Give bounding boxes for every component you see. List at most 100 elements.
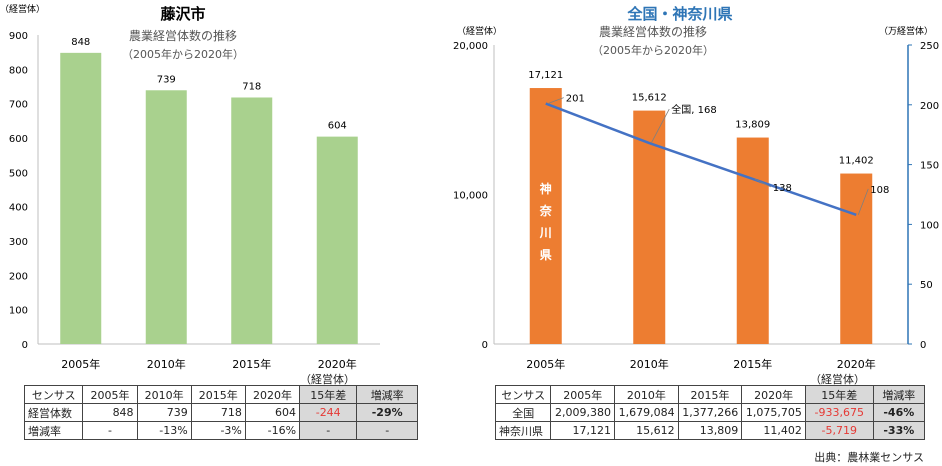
y2-tick-label: 0 — [920, 340, 926, 351]
table-cell: 増減率 — [356, 385, 418, 404]
y-tick-label: 500 — [9, 168, 28, 179]
y-tick-label: 900 — [9, 31, 28, 42]
y-tick-label: 400 — [9, 203, 28, 214]
table-cell: 739 — [136, 403, 192, 422]
y-tick-label: 200 — [9, 271, 28, 282]
table-cell: 604 — [244, 403, 301, 422]
table-cell: 2015年 — [677, 385, 743, 404]
chart-right-axes: 0 10,000 20,000 0 50 100 150 200 250 — [453, 41, 939, 351]
x-tick-label: 2010年 — [147, 357, 186, 371]
chart-right-subtitle: 農業経営体数の推移 — [599, 24, 707, 39]
x-tick-label: 2005年 — [526, 357, 565, 371]
line-data-label: 全国, 168 — [671, 103, 716, 116]
bar-inner-label: 奈 — [539, 203, 553, 218]
bar — [529, 88, 562, 345]
bar — [840, 173, 873, 344]
bar — [231, 97, 273, 344]
chart-left-bars: 848 2005年 739 2010年 718 2015年 604 2020年 — [60, 37, 358, 371]
chart-fujisawa: 藤沢市 農業経営体数の推移 （2005年から2020年） （経営体） 0 100 2… — [0, 3, 380, 371]
leader-line — [857, 188, 869, 215]
table-cell: -46% — [872, 403, 926, 422]
table-row: 全国 2,009,380 1,679,084 1,377,266 1,075,7… — [494, 403, 926, 422]
x-tick-label: 2020年 — [318, 357, 357, 371]
y-tick-label: 0 — [22, 340, 28, 351]
y2-tick-label: 150 — [920, 161, 939, 172]
data-label: 604 — [328, 121, 347, 132]
table-cell: 1,075,705 — [741, 403, 806, 422]
leader-line — [650, 108, 670, 144]
table-cell: -16% — [244, 421, 301, 440]
bar-inner-label: 川 — [539, 226, 552, 240]
table-cell: 15,612 — [614, 421, 679, 440]
bar-inner-label: 県 — [540, 248, 552, 262]
table-cell: 2010年 — [614, 385, 679, 404]
chart-left-subtitle2: （2005年から2020年） — [122, 47, 244, 61]
line-data-label: 108 — [870, 185, 889, 196]
table-cell: - — [82, 421, 138, 440]
table-cell: -5,719 — [804, 421, 874, 440]
chart-right-line: 201 全国, 168 138 108 — [545, 94, 889, 217]
chart-national-kanagawa: 全国・神奈川県 農業経営体数の推移 （2005年から2020年） （経営体） （… — [453, 5, 939, 371]
chart-right-bars: 17,121 2005年 15,612 2010年 13,809 2015年 11,402 2… — [526, 70, 876, 371]
leader-line — [547, 97, 564, 104]
table-cell: 13,809 — [677, 421, 743, 440]
x-tick-label: 2015年 — [232, 357, 271, 371]
y-tick-label: 20,000 — [453, 41, 488, 52]
chart-right-ylabel: （経営体） — [457, 25, 502, 37]
table-cell: 全国 — [494, 403, 552, 422]
bar — [633, 110, 666, 344]
bar-inner-label: 神 — [540, 181, 552, 196]
y2-tick-label: 50 — [920, 280, 933, 291]
table-row: 経営体数 848 739 718 604 -244 -29% — [23, 403, 418, 422]
y-tick-label: 600 — [9, 134, 28, 145]
table-cell: 2015年 — [190, 385, 246, 404]
table-cell: 神奈川県 — [494, 421, 552, 440]
table-cell: 15年差 — [804, 385, 874, 404]
data-label: 848 — [71, 37, 90, 48]
table-cell: -29% — [356, 403, 418, 422]
table-row: 神奈川県 17,121 15,612 13,809 11,402 -5,719 … — [494, 421, 926, 440]
table-cell: センサス — [494, 385, 552, 404]
bar — [145, 90, 187, 344]
table-fujisawa: センサス 2005年 2010年 2015年 2020年 15年差 増減率 経営… — [23, 385, 418, 440]
table-cell: -933,675 — [804, 403, 874, 422]
data-label: 11,402 — [839, 156, 874, 167]
line-data-label: 201 — [566, 94, 585, 105]
x-tick-label: 2010年 — [630, 357, 669, 371]
table-cell: 経営体数 — [23, 403, 84, 422]
y-tick-label: 10,000 — [453, 191, 488, 202]
data-label: 718 — [242, 81, 261, 92]
table-cell: 1,679,084 — [614, 403, 679, 422]
table-cell: 15年差 — [299, 385, 358, 404]
table-right-unit: （経営体） — [810, 373, 865, 386]
table-national-kanagawa: センサス 2005年 2010年 2015年 2020年 15年差 増減率 全国… — [494, 385, 926, 440]
data-label: 17,121 — [528, 70, 563, 81]
table-cell: -3% — [190, 421, 246, 440]
chart-right-subtitle2: （2005年から2020年） — [592, 43, 714, 57]
bar — [60, 52, 102, 344]
data-label: 15,612 — [632, 93, 667, 104]
chart-left-ylabel: （経営体） — [0, 3, 45, 15]
data-label: 13,809 — [735, 120, 770, 131]
table-cell: 2020年 — [244, 385, 301, 404]
bar — [736, 137, 769, 344]
table-right-header: センサス 2005年 2010年 2015年 2020年 15年差 増減率 — [494, 385, 926, 404]
table-cell: 増減率 — [23, 421, 84, 440]
table-left-unit: （経営体） — [300, 373, 355, 386]
y2-tick-label: 250 — [920, 41, 939, 52]
table-row: 増減率 - -13% -3% -16% - - — [23, 421, 418, 440]
table-cell: -33% — [872, 421, 926, 440]
y-tick-label: 800 — [9, 65, 28, 76]
table-cell: 1,377,266 — [677, 403, 743, 422]
table-cell: - — [356, 421, 418, 440]
table-cell: センサス — [23, 385, 84, 404]
table-cell: 17,121 — [550, 421, 616, 440]
series-line — [545, 102, 857, 217]
data-label: 739 — [157, 74, 176, 85]
chart-left-subtitle: 農業経営体数の推移 — [129, 28, 237, 43]
y-tick-label: 0 — [482, 340, 488, 351]
table-cell: 718 — [190, 403, 246, 422]
x-tick-label: 2005年 — [61, 357, 100, 371]
table-cell: -244 — [299, 403, 358, 422]
chart-left-title: 藤沢市 — [160, 5, 205, 23]
